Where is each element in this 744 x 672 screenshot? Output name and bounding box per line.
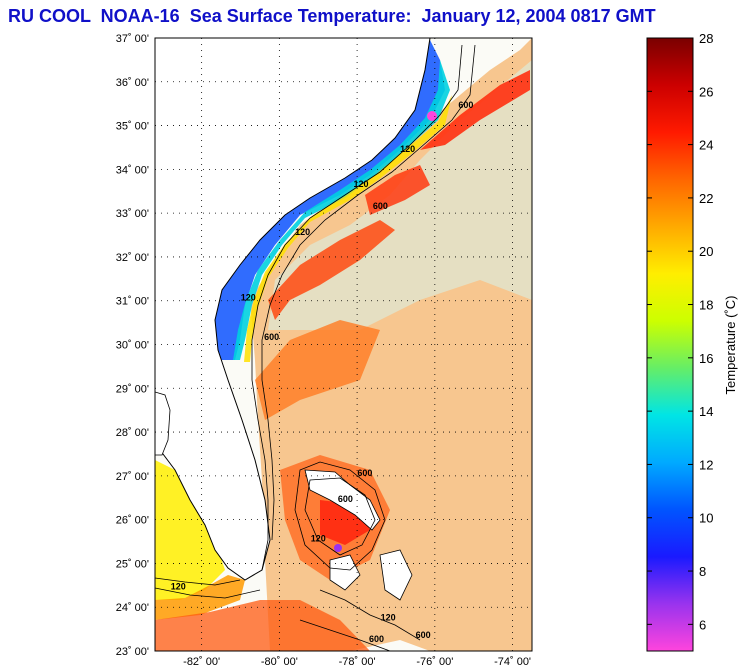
land-mass — [155, 38, 431, 601]
contour-labels: 600 120 120 600 120 120 600 600 600 120 120 120 600 6… — [171, 100, 474, 644]
colorbar: 28 26 24 22 20 18 16 14 12 10 8 6 Temperature (˚C) — [646, 31, 738, 652]
contour-depth-label: 600 — [357, 468, 372, 478]
contour-depth-label: 120 — [381, 612, 396, 622]
lat-tick-label: 32˚ 00' — [116, 252, 149, 264]
contour-depth-label: 120 — [400, 144, 415, 154]
longitude-axis: -82˚ 00' -80˚ 00' -78˚ 00' -76˚ 00' -74˚ 00' — [183, 656, 531, 668]
colorbar-title: Temperature (˚C) — [723, 296, 738, 395]
contour-depth-label: 600 — [458, 100, 473, 110]
lat-tick-label: 36˚ 00' — [116, 77, 149, 89]
lat-tick-label: 30˚ 00' — [116, 340, 149, 352]
contour-depth-label: 600 — [264, 332, 279, 342]
contour-depth-label: 120 — [311, 534, 326, 544]
contour-depth-label: 600 — [416, 630, 431, 640]
lat-tick-label: 25˚ 00' — [116, 558, 149, 570]
colorbar-scale — [646, 37, 694, 652]
lon-tick-label: -74˚ 00' — [494, 656, 531, 668]
lat-tick-label: 37˚ 00' — [116, 33, 149, 45]
lat-tick-label: 23˚ 00' — [116, 646, 149, 658]
lat-tick-label: 35˚ 00' — [116, 121, 149, 133]
colorbar-tick-label: 20 — [699, 244, 713, 259]
lon-tick-label: -78˚ 00' — [339, 656, 376, 668]
colorbar-tick-label: 28 — [699, 31, 713, 46]
colorbar-tick-label: 24 — [699, 138, 713, 153]
colorbar-tick-label: 26 — [699, 84, 713, 99]
colorbar-tick-label: 10 — [699, 511, 713, 526]
lat-tick-label: 29˚ 00' — [116, 383, 149, 395]
contour-depth-label: 120 — [171, 582, 186, 592]
colorbar-tick-label: 14 — [699, 404, 713, 419]
lat-tick-label: 31˚ 00' — [116, 296, 149, 308]
latitude-axis: 37˚ 00' 36˚ 00' 35˚ 00' 34˚ 00' 33˚ 00' 32˚ 0… — [116, 33, 149, 658]
colorbar-tick-label: 12 — [699, 457, 713, 472]
contour-depth-label: 600 — [369, 634, 384, 644]
colorbar-ticks: 28 26 24 22 20 18 16 14 12 10 8 6 — [647, 31, 713, 632]
contour-depth-label: 120 — [353, 179, 368, 189]
lat-tick-label: 34˚ 00' — [116, 164, 149, 176]
sst-imagery — [155, 38, 532, 651]
map-frame — [154, 37, 533, 652]
map-title: RU COOL NOAA-16 Sea Surface Temperature:… — [8, 6, 656, 26]
colorbar-tick-label: 16 — [699, 351, 713, 366]
contour-depth-label: 600 — [373, 201, 388, 211]
contour-depth-label: 120 — [295, 227, 310, 237]
lon-tick-label: -82˚ 00' — [183, 656, 220, 668]
lon-tick-label: -80˚ 00' — [261, 656, 298, 668]
bathymetry-contours — [155, 44, 476, 651]
sst-map[interactable]: 600 120 120 600 120 120 600 600 600 120 120 120 600 6… — [155, 38, 532, 651]
lon-tick-label: -76˚ 00' — [416, 656, 453, 668]
colorbar-tick-label: 8 — [699, 564, 706, 579]
colorbar-tick-label: 22 — [699, 191, 713, 206]
colorbar-tick-label: 18 — [699, 298, 713, 313]
lat-tick-label: 28˚ 00' — [116, 427, 149, 439]
lat-tick-label: 27˚ 00' — [116, 471, 149, 483]
lat-tick-label: 33˚ 00' — [116, 208, 149, 220]
contour-depth-label: 120 — [241, 293, 256, 303]
lat-lon-grid — [155, 38, 532, 651]
contour-depth-label: 600 — [338, 494, 353, 504]
colorbar-tick-label: 6 — [699, 617, 706, 632]
lat-tick-label: 26˚ 00' — [116, 515, 149, 527]
lat-tick-label: 24˚ 00' — [116, 602, 149, 614]
